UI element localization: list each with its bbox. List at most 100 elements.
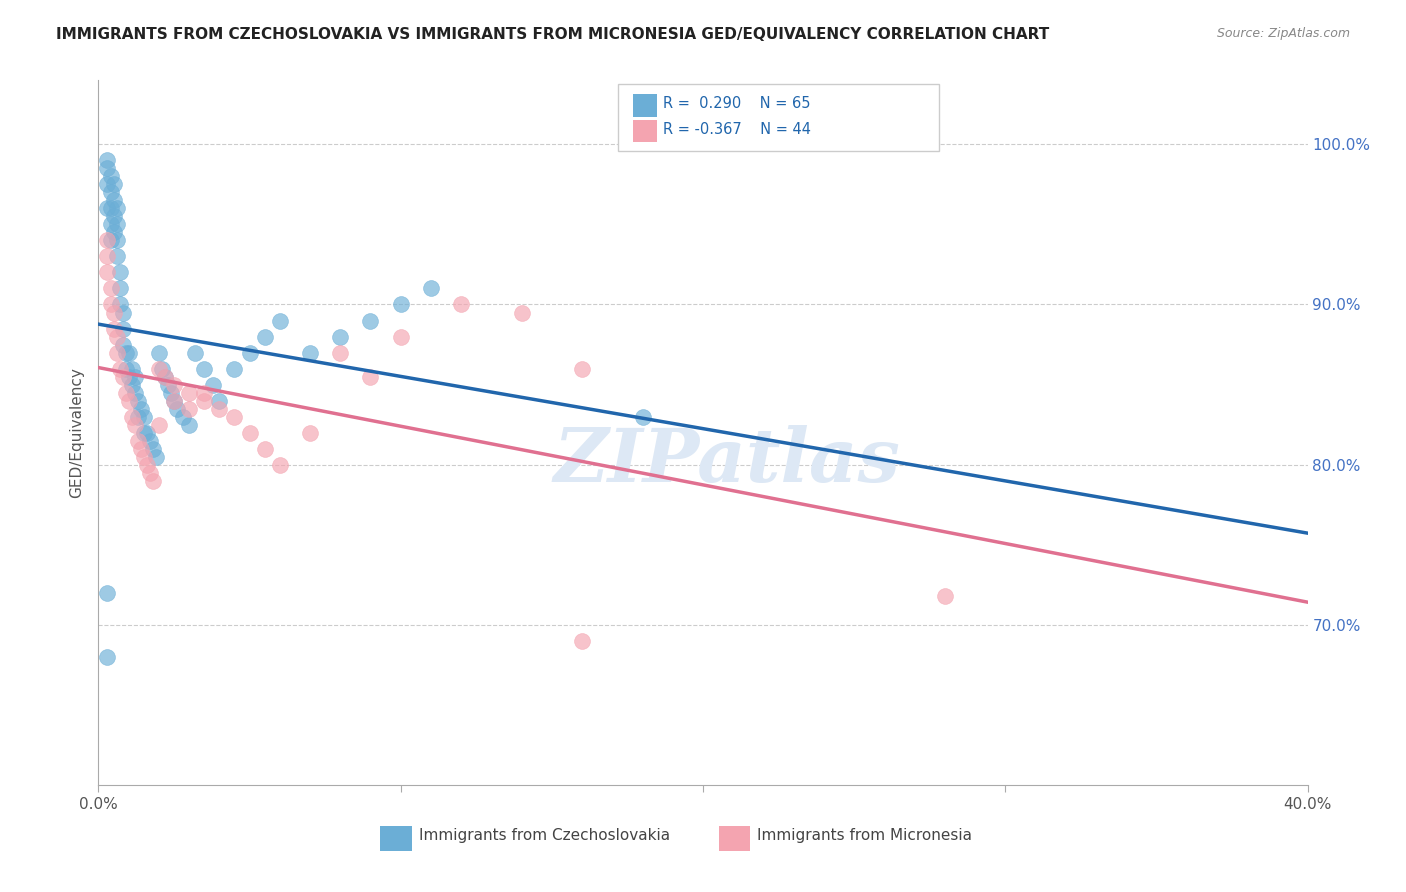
Point [329, 329, 352, 343]
Point [103, 178, 125, 192]
Point [172, 409, 194, 424]
Point [239, 345, 262, 359]
Point [163, 393, 186, 408]
Point [100, 297, 122, 311]
Point [100, 281, 122, 295]
Point [105, 345, 128, 359]
Point [571, 361, 593, 376]
Point [153, 369, 176, 384]
Point [142, 474, 165, 488]
Point [96, 586, 118, 600]
Point [193, 385, 215, 400]
Point [208, 401, 231, 416]
Point [118, 345, 141, 359]
Point [105, 250, 128, 264]
Point [105, 202, 128, 216]
Point [96, 153, 118, 168]
FancyBboxPatch shape [619, 84, 939, 151]
Point [163, 393, 186, 408]
Point [105, 329, 128, 343]
FancyBboxPatch shape [380, 826, 412, 851]
Point [103, 210, 125, 224]
Point [142, 442, 165, 456]
Point [389, 329, 412, 343]
Point [253, 442, 276, 456]
Point [103, 321, 125, 335]
Point [299, 425, 322, 440]
Point [420, 281, 443, 295]
Point [114, 385, 136, 400]
Point [166, 401, 188, 416]
Point [96, 234, 118, 248]
Point [179, 385, 201, 400]
Point [105, 234, 128, 248]
Point [360, 313, 382, 327]
Point [156, 377, 179, 392]
Point [111, 337, 134, 351]
Point [96, 265, 118, 279]
Point [127, 409, 149, 424]
Point [193, 361, 215, 376]
Point [129, 442, 152, 456]
Point [148, 361, 170, 376]
Point [150, 361, 173, 376]
Point [132, 425, 155, 440]
Point [224, 361, 246, 376]
Text: Source: ZipAtlas.com: Source: ZipAtlas.com [1216, 27, 1350, 40]
Point [202, 377, 225, 392]
Text: IMMIGRANTS FROM CZECHOSLOVAKIA VS IMMIGRANTS FROM MICRONESIA GED/EQUIVALENCY COR: IMMIGRANTS FROM CZECHOSLOVAKIA VS IMMIGR… [56, 27, 1049, 42]
Text: R =  0.290    N = 65: R = 0.290 N = 65 [664, 95, 811, 111]
Point [208, 393, 231, 408]
Point [111, 369, 134, 384]
Point [124, 417, 146, 432]
Point [100, 218, 122, 232]
Point [103, 305, 125, 319]
Point [127, 393, 149, 408]
Point [96, 202, 118, 216]
Point [100, 234, 122, 248]
Point [96, 250, 118, 264]
Point [299, 345, 322, 359]
Point [139, 466, 162, 480]
Point [124, 385, 146, 400]
Y-axis label: GED/Equivalency: GED/Equivalency [69, 368, 84, 498]
Point [121, 361, 143, 376]
Point [108, 265, 131, 279]
Point [329, 345, 352, 359]
Point [148, 345, 170, 359]
Point [934, 589, 956, 603]
Point [510, 305, 533, 319]
Point [111, 305, 134, 319]
Point [132, 450, 155, 464]
Point [124, 369, 146, 384]
Point [108, 361, 131, 376]
Point [450, 297, 472, 311]
Point [96, 178, 118, 192]
Point [269, 458, 291, 472]
Point [360, 369, 382, 384]
Point [135, 458, 157, 472]
Text: ZIPatlas: ZIPatlas [554, 425, 901, 497]
Point [153, 369, 176, 384]
Point [103, 226, 125, 240]
Text: Immigrants from Micronesia: Immigrants from Micronesia [758, 828, 973, 843]
Point [135, 425, 157, 440]
Point [224, 409, 246, 424]
FancyBboxPatch shape [633, 95, 657, 117]
Point [179, 417, 201, 432]
Point [100, 202, 122, 216]
Text: R = -0.367    N = 44: R = -0.367 N = 44 [664, 122, 811, 136]
Point [100, 186, 122, 200]
Point [111, 321, 134, 335]
Text: Immigrants from Czechoslovakia: Immigrants from Czechoslovakia [419, 828, 671, 843]
Point [148, 417, 170, 432]
Point [160, 385, 183, 400]
Point [127, 434, 149, 448]
Point [389, 297, 412, 311]
Point [269, 313, 291, 327]
Point [132, 409, 155, 424]
Point [118, 369, 141, 384]
Point [114, 345, 136, 359]
Point [114, 361, 136, 376]
FancyBboxPatch shape [633, 120, 657, 143]
